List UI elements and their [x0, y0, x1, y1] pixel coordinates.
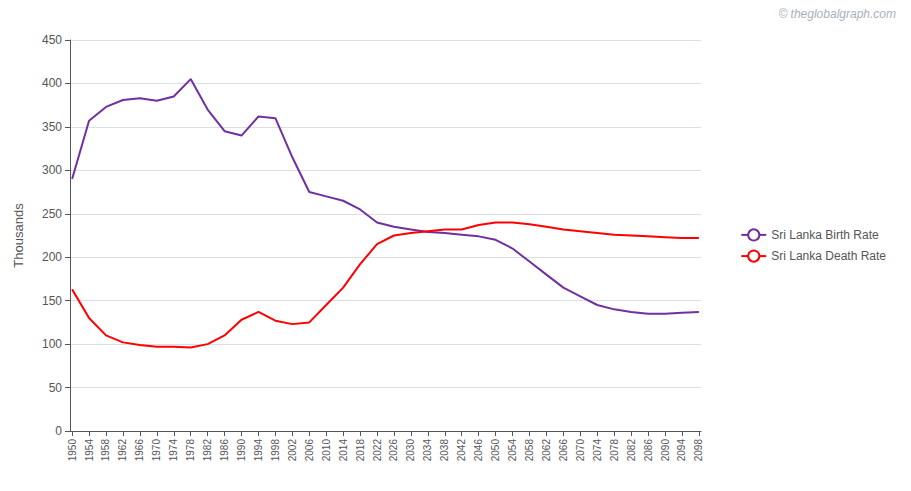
svg-text:1986: 1986: [219, 439, 230, 462]
svg-text:2074: 2074: [592, 439, 603, 462]
svg-text:1962: 1962: [117, 439, 128, 462]
svg-text:400: 400: [42, 76, 62, 90]
svg-text:2038: 2038: [439, 439, 450, 462]
svg-text:2078: 2078: [609, 439, 620, 462]
svg-text:2042: 2042: [456, 439, 467, 462]
svg-text:2066: 2066: [558, 439, 569, 462]
svg-text:2082: 2082: [626, 439, 637, 462]
svg-text:2094: 2094: [676, 439, 687, 462]
svg-text:2098: 2098: [693, 439, 704, 462]
svg-text:0: 0: [55, 424, 62, 438]
svg-text:2002: 2002: [287, 439, 298, 462]
svg-text:300: 300: [42, 163, 62, 177]
svg-text:1950: 1950: [67, 439, 78, 462]
svg-text:50: 50: [49, 381, 63, 395]
svg-text:1954: 1954: [84, 439, 95, 462]
svg-text:150: 150: [42, 294, 62, 308]
svg-text:450: 450: [42, 33, 62, 47]
svg-text:1982: 1982: [202, 439, 213, 462]
svg-text:350: 350: [42, 120, 62, 134]
svg-text:1974: 1974: [168, 439, 179, 462]
svg-text:© theglobalgraph.com: © theglobalgraph.com: [778, 7, 896, 21]
svg-text:100: 100: [42, 337, 62, 351]
svg-text:2050: 2050: [490, 439, 501, 462]
svg-text:250: 250: [42, 207, 62, 221]
svg-text:1958: 1958: [100, 439, 111, 462]
svg-text:2030: 2030: [405, 439, 416, 462]
svg-text:1966: 1966: [134, 439, 145, 462]
svg-text:2018: 2018: [355, 439, 366, 462]
svg-text:2022: 2022: [372, 439, 383, 462]
svg-text:1970: 1970: [151, 439, 162, 462]
svg-text:2054: 2054: [507, 439, 518, 462]
svg-text:2090: 2090: [660, 439, 671, 462]
svg-text:2058: 2058: [524, 439, 535, 462]
svg-text:1990: 1990: [236, 439, 247, 462]
svg-text:Thousands: Thousands: [11, 203, 26, 268]
svg-text:200: 200: [42, 250, 62, 264]
svg-text:2026: 2026: [388, 439, 399, 462]
svg-text:1994: 1994: [253, 439, 264, 462]
svg-text:2014: 2014: [338, 439, 349, 462]
svg-text:2062: 2062: [541, 439, 552, 462]
svg-text:1978: 1978: [185, 439, 196, 462]
svg-text:Sri Lanka Birth Rate: Sri Lanka Birth Rate: [771, 228, 879, 242]
svg-text:1998: 1998: [270, 439, 281, 462]
svg-text:2046: 2046: [473, 439, 484, 462]
svg-text:2006: 2006: [304, 439, 315, 462]
svg-text:Sri Lanka Death Rate: Sri Lanka Death Rate: [771, 249, 886, 263]
svg-text:2086: 2086: [643, 439, 654, 462]
svg-text:2070: 2070: [575, 439, 586, 462]
svg-text:2010: 2010: [321, 439, 332, 462]
svg-text:2034: 2034: [422, 439, 433, 462]
